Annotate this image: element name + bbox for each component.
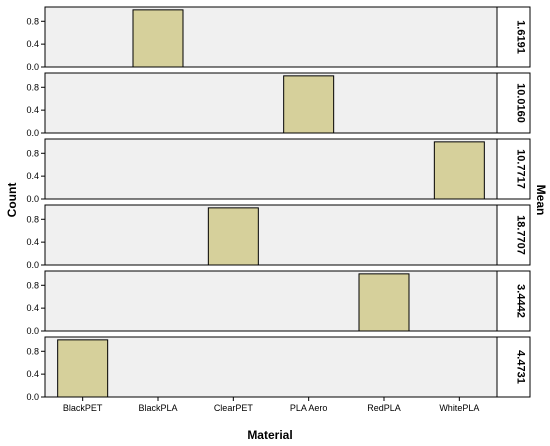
panel-mean-label: 4.4731 — [515, 350, 527, 384]
y-axis-title: Count — [5, 183, 19, 218]
panel-plot-area — [44, 72, 498, 134]
x-tick-label: BlackPET — [63, 403, 103, 413]
panel-label-box — [496, 204, 531, 266]
panel-6: 0.0 0.4 0.8 4.4731 — [26, 336, 531, 402]
y-tick-label: 0.8 — [26, 16, 39, 26]
y-tick-label: 0.8 — [26, 280, 39, 290]
y-tick-label: 0.0 — [26, 260, 39, 270]
x-tick-label: WhitePLA — [439, 403, 479, 413]
panel-plot-area — [44, 204, 498, 266]
panel-plot-area — [44, 270, 498, 332]
y-tick-label: 0.4 — [26, 369, 39, 379]
panel-plot-area — [44, 6, 498, 68]
panel-2: 0.0 0.4 0.8 10.0160 — [26, 72, 531, 138]
panel-mean-label: 18.7707 — [515, 215, 527, 255]
panel-4: 0.0 0.4 0.8 18.7707 — [26, 204, 531, 270]
y-tick-label: 0.8 — [26, 346, 39, 356]
bar-blackpla — [132, 9, 184, 68]
panel-mean-label: 3.4442 — [515, 284, 527, 318]
y-tick-label: 0.0 — [26, 62, 39, 72]
y-tick-label: 0.4 — [26, 237, 39, 247]
bar-blackpet — [57, 339, 109, 398]
panel-5: 0.0 0.4 0.8 3.4442 — [26, 270, 531, 336]
bar-pla-aero — [283, 75, 335, 134]
panel-mean-label: 10.0160 — [515, 83, 527, 123]
panels-layer: 0.0 0.4 0.8 1.6191 0.0 0.4 0.8 10.0160 0.0 0.4 0.8… — [26, 6, 531, 402]
x-tick-label: PLA Aero — [290, 403, 328, 413]
bar-clearpet — [207, 207, 259, 266]
y-tick-label: 0.0 — [26, 326, 39, 336]
y-tick-label: 0.0 — [26, 392, 39, 402]
panel-label-box — [496, 270, 531, 332]
y-tick-label: 0.8 — [26, 148, 39, 158]
panel-label-box — [496, 138, 531, 200]
panel-label-box — [496, 6, 531, 68]
x-tick-label: RedPLA — [367, 403, 401, 413]
panel-label-box — [496, 72, 531, 134]
y-tick-label: 0.4 — [26, 39, 39, 49]
panel-plot-area — [44, 138, 498, 200]
panel-mean-label: 10.7717 — [515, 149, 527, 189]
y-tick-label: 0.4 — [26, 171, 39, 181]
y-tick-label: 0.4 — [26, 105, 39, 115]
y-tick-label: 0.0 — [26, 128, 39, 138]
panel-plot-area — [44, 336, 498, 398]
panel-mean-label: 1.6191 — [515, 20, 527, 54]
y-tick-label: 0.8 — [26, 82, 39, 92]
bar-whitepla — [433, 141, 485, 200]
y-tick-label: 0.4 — [26, 303, 39, 313]
x-tick-label: BlackPLA — [138, 403, 177, 413]
panel-3: 0.0 0.4 0.8 10.7717 — [26, 138, 531, 204]
x-axis-title: Material — [247, 428, 292, 442]
y-tick-label: 0.8 — [26, 214, 39, 224]
y-tick-label: 0.0 — [26, 194, 39, 204]
x-axis: BlackPET BlackPLA ClearPET PLA Aero RedPLA Wh… — [63, 397, 479, 413]
right-axis-title: Mean — [534, 185, 548, 216]
bar-redpla — [358, 273, 410, 332]
panel-label-box — [496, 336, 531, 398]
panel-1: 0.0 0.4 0.8 1.6191 — [26, 6, 531, 72]
x-tick-label: ClearPET — [214, 403, 254, 413]
